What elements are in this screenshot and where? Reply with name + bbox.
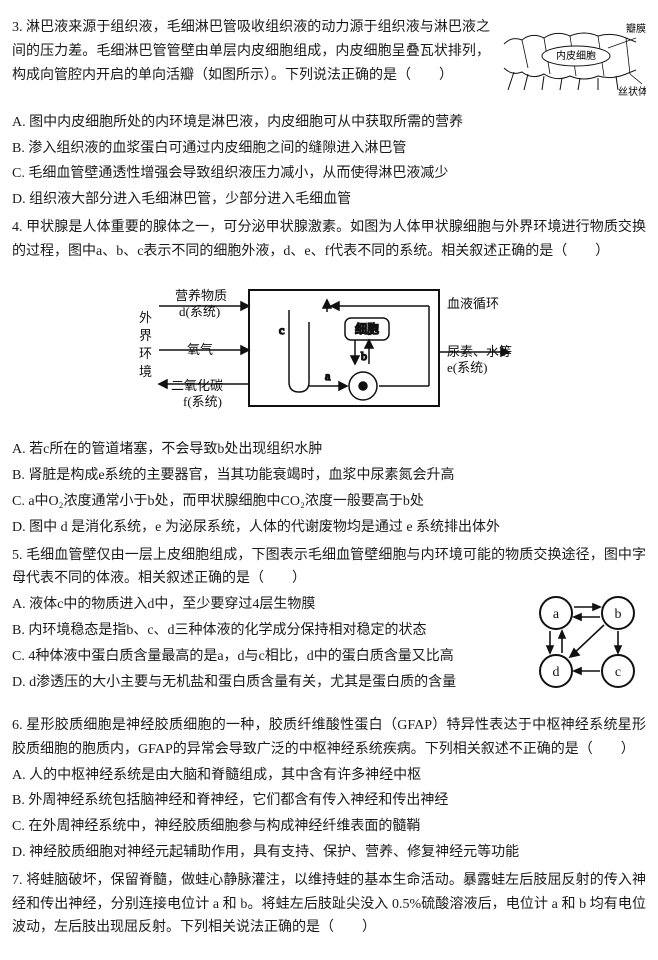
q3-diagram: 内皮细胞 瓣膜 丝状体 — [498, 18, 646, 105]
question-6: 6. 星形胶质细胞是神经胶质细胞的一种，胶质纤维酸性蛋白（GFAP）特异性表达于… — [12, 714, 646, 865]
q3-option-a: A. 图中内皮细胞所处的内环境是淋巴液，内皮细胞可从中获取所需的营养 — [12, 111, 646, 135]
q5-node-d: d — [553, 665, 560, 680]
q5-node-c: c — [615, 665, 621, 680]
q4-label-f: f(系统) — [183, 394, 222, 409]
q6-option-b: B. 外周神经系统包括脑神经和脊神经，它们都含有传入神经和传出神经 — [12, 789, 646, 813]
q4-option-a: A. 若c所在的管道堵塞，不会导致b处出现组织水肿 — [12, 438, 646, 462]
q5-node-a: a — [553, 607, 560, 622]
q6-stem: 6. 星形胶质细胞是神经胶质细胞的一种，胶质纤维酸性蛋白（GFAP）特异性表达于… — [12, 714, 646, 762]
q4-label-blood: 血液循环 — [447, 296, 499, 311]
question-4: 4. 甲状腺是人体重要的腺体之一，可分泌甲状腺激素。如图为人体甲状腺细胞与外界环… — [12, 216, 646, 540]
q5-node-b: b — [615, 607, 622, 622]
q4-label-co2: 二氧化碳 — [171, 378, 223, 393]
q4-label-a: a — [325, 369, 331, 383]
q4-label-e: e(系统) — [447, 360, 487, 375]
q7-stem: 7. 将蛙脑破坏，保留脊髓，做蛙心静脉灌注，以维持蛙的基本生命活动。暴露蛙左后肢… — [12, 869, 646, 940]
q3-option-b: B. 渗入组织液的血浆蛋白可通过内皮细胞之间的缝隙进入淋巴管 — [12, 137, 646, 161]
q4-label-env-4: 境 — [139, 364, 152, 379]
q4-option-d: D. 图中 d 是消化系统，e 为泌尿系统，人体的代谢废物均是通过 e 系统排出… — [12, 516, 646, 540]
q5-stem: 5. 毛细血管壁仅由一层上皮细胞组成，下图表示毛细血管壁细胞与内环境可能的物质交… — [12, 544, 646, 592]
q3-label-fiber: 丝状体 — [618, 85, 646, 96]
q3-label-valve: 瓣膜 — [626, 23, 646, 35]
question-5: 5. 毛细血管壁仅由一层上皮细胞组成，下图表示毛细血管壁细胞与内环境可能的物质交… — [12, 544, 646, 710]
q4-stem: 4. 甲状腺是人体重要的腺体之一，可分泌甲状腺激素。如图为人体甲状腺细胞与外界环… — [12, 216, 646, 264]
q5-diagram: a b c d — [526, 587, 646, 706]
q4-label-nutrient: 营养物质 — [175, 288, 227, 303]
q4-diagram: 外 界 环 境 营养物质 d(系统) 氧气 二氧化碳 f(系统) — [12, 272, 646, 431]
q6-option-c: C. 在外周神经系统中，神经胶质细胞参与构成神经纤维表面的髓鞘 — [12, 815, 646, 839]
q3-option-d: D. 组织液大部分进入毛细淋巴管，少部分进入毛细血管 — [12, 188, 646, 212]
q4-label-env-1: 外 — [139, 310, 152, 325]
question-3: 内皮细胞 瓣膜 丝状体 3. 淋巴液来源于组织液，毛细淋巴管吸收组织液的动力源于… — [12, 16, 646, 212]
q4-label-env-2: 界 — [139, 328, 152, 343]
q4-label-env-3: 环 — [139, 346, 152, 361]
q3-option-c: C. 毛细血管壁通透性增强会导致组织液压力减小，从而使得淋巴液减少 — [12, 162, 646, 186]
q4-label-b: b — [361, 349, 367, 363]
q6-option-a: A. 人的中枢神经系统是由大脑和脊髓组成，其中含有许多神经中枢 — [12, 764, 646, 788]
question-7: 7. 将蛙脑破坏，保留脊髓，做蛙心静脉灌注，以维持蛙的基本生命活动。暴露蛙左后肢… — [12, 869, 646, 940]
q4-label-c: c — [279, 323, 284, 337]
q4-option-c: C. a中O₂浓度通常小于b处，而甲状腺细胞中CO₂浓度一般要高于b处 — [12, 490, 646, 514]
q6-option-d: D. 神经胶质细胞对神经元起辅助作用，具有支持、保护、营养、修复神经元等功能 — [12, 841, 646, 865]
q4-label-cell: 细胞 — [355, 322, 379, 336]
q4-option-b: B. 肾脏是构成e系统的主要器官，当其功能衰竭时，血浆中尿素氮会升高 — [12, 464, 646, 488]
q3-label-cell: 内皮细胞 — [556, 49, 596, 62]
